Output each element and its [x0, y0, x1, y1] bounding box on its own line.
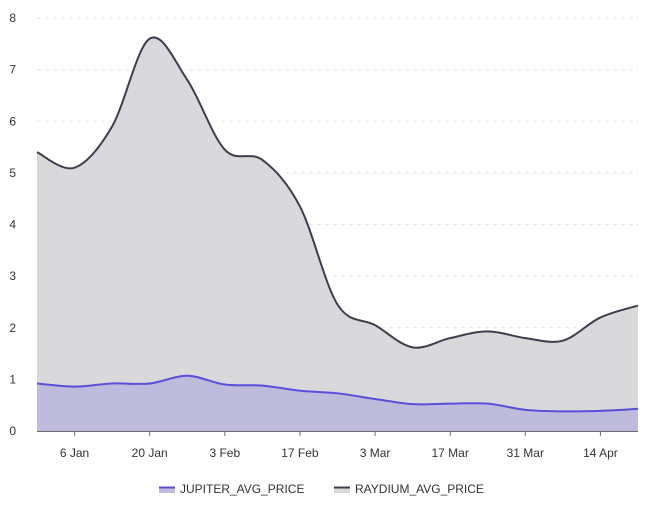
x-tick-label: 31 Mar: [507, 446, 544, 460]
y-tick-label: 1: [9, 372, 16, 386]
x-tick-label: 17 Feb: [281, 446, 319, 460]
x-tick-label: 20 Jan: [132, 446, 168, 460]
y-tick-label: 8: [9, 11, 16, 25]
legend-label-jupiter-avg-price: JUPITER_AVG_PRICE: [180, 482, 304, 496]
line-jupiter-avg-price: [36, 374, 639, 413]
x-tick-label: 3 Mar: [360, 446, 391, 460]
legend-label-raydium-avg-price: RAYDIUM_AVG_PRICE: [355, 482, 484, 496]
y-axis-ticks: 0 1 2 3 4 5 6 7 8: [9, 11, 16, 438]
legend-swatch-raydium-avg-price: [334, 487, 350, 493]
y-tick-label: 5: [9, 166, 16, 180]
y-tick-label: 4: [9, 218, 16, 232]
x-tick-label: 3 Feb: [209, 446, 240, 460]
series-lines: [36, 36, 639, 413]
series-areas: [37, 37, 638, 431]
legend-swatch-jupiter-avg-price: [159, 487, 175, 493]
area-jupiter-avg-price: [37, 375, 638, 431]
y-tick-label: 0: [9, 424, 16, 438]
y-tick-label: 7: [9, 63, 16, 77]
x-tick-label: 17 Mar: [432, 446, 469, 460]
area-raydium-avg-price: [37, 37, 638, 431]
x-axis-ticks: 6 Jan 20 Jan 3 Feb 17 Feb 3 Mar 17 Mar 31 Mar 1…: [60, 431, 618, 460]
y-tick-label: 2: [9, 321, 16, 335]
x-tick-label: 6 Jan: [60, 446, 89, 460]
legend: JUPITER_AVG_PRICE RAYDIUM_AVG_PRICE: [159, 482, 484, 496]
y-tick-label: 6: [9, 114, 16, 128]
x-tick-label: 14 Apr: [583, 446, 618, 460]
y-tick-label: 3: [9, 269, 16, 283]
line-raydium-avg-price: [36, 36, 639, 349]
